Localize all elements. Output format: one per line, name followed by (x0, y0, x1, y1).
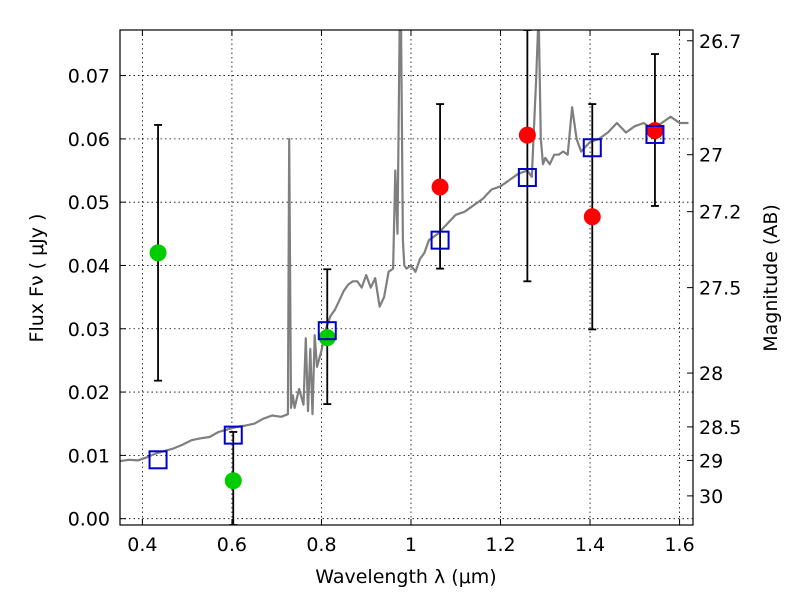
x-tick-label: 1 (405, 534, 417, 556)
model-square (645, 124, 665, 144)
x-tick-label: 1.4 (575, 534, 605, 556)
y2-tick-label: 27 (699, 145, 723, 167)
data-point-red (518, 126, 536, 144)
x-tick-label: 0.6 (217, 534, 247, 556)
plot-area (120, 30, 689, 525)
model-square (317, 321, 337, 341)
model-square (223, 425, 243, 445)
plot-frame (119, 29, 694, 526)
spectrum-line (120, 30, 689, 463)
grid (120, 30, 693, 525)
y-tick-label: 0.05 (68, 192, 110, 214)
y-tick-label: 0.07 (68, 66, 110, 88)
y2-tick-label: 26.7 (699, 31, 741, 53)
ticks: 0.4 0.6 0.8 1 1.2 1.4 1.6 0.00 0.01 0.02 0.03 0.04 0… (68, 30, 741, 556)
y2-tick-label: 28 (699, 363, 723, 385)
model-square (582, 138, 602, 158)
y2-tick-label: 28.5 (699, 417, 741, 439)
y-tick-label: 0.03 (68, 319, 110, 341)
y-axis-label: Flux Fν ( μJy ) (26, 214, 48, 343)
data-point-red (583, 208, 601, 226)
model-square (430, 230, 450, 250)
data-point-green (318, 329, 336, 347)
y2-tick-label: 27.5 (699, 278, 741, 300)
model-square (517, 167, 537, 187)
model-square (148, 450, 168, 470)
y2-tick-label: 27.2 (699, 202, 741, 224)
x-tick-label: 1.2 (485, 534, 515, 556)
y2-tick-label: 29 (699, 450, 723, 472)
y-tick-label: 0.04 (68, 255, 110, 277)
x-axis-label: Wavelength λ (μm) (315, 566, 496, 588)
y-tick-label: 0.02 (68, 382, 110, 404)
y-tick-label: 0.06 (68, 129, 110, 151)
data-point-green (224, 472, 242, 490)
data-point-green (149, 244, 167, 262)
data-point-red (431, 178, 449, 196)
y-tick-label: 0.00 (68, 509, 110, 531)
y2-tick-label: 30 (699, 486, 723, 508)
x-tick-label: 0.4 (127, 534, 157, 556)
y2-axis-label: Magnitude (AB) (760, 204, 782, 352)
x-tick-label: 1.6 (664, 534, 694, 556)
x-tick-label: 0.8 (306, 534, 336, 556)
y-tick-label: 0.01 (68, 445, 110, 467)
